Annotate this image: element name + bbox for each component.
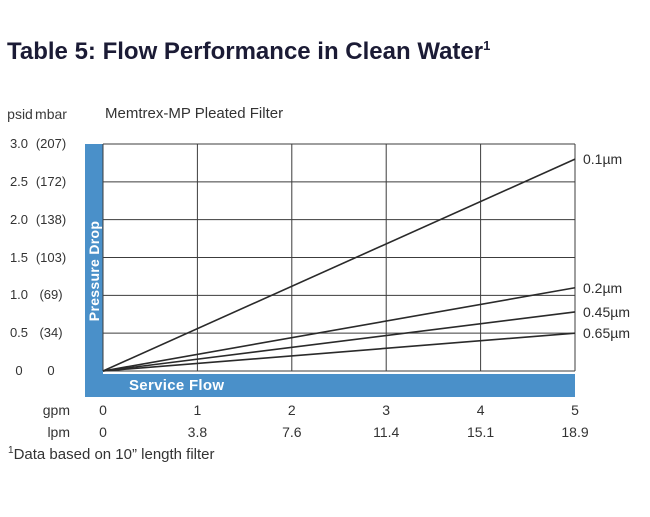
x-tick-lpm: 18.9 <box>561 424 589 440</box>
pressure-drop-axis-bar: Pressure Drop <box>85 144 103 397</box>
page-title: Table 5: Flow Performance in Clean Water… <box>7 38 490 66</box>
y-axis-unit-psid: psid <box>7 106 33 122</box>
chart-title: Memtrex-MP Pleated Filter <box>105 105 284 122</box>
x-axis-unit-gpm: gpm <box>42 402 70 418</box>
x-axis-unit-lpm: lpm <box>47 424 70 440</box>
page-title-superscript: 1 <box>483 38 491 53</box>
y-tick-psid: 0 <box>15 363 23 378</box>
y-tick-psid: 1.5 <box>9 249 29 265</box>
series-label: 0.65µm <box>583 325 630 342</box>
y-tick-mbar: (207) <box>35 136 67 151</box>
x-tick-gpm: 1 <box>193 402 202 418</box>
footnote-superscript: 1 <box>8 445 14 456</box>
series-label: 0.2µm <box>583 279 623 296</box>
service-flow-axis-bar: Service Flow <box>103 374 575 397</box>
footnote-text: Data based on 10” length filter <box>13 446 215 463</box>
y-tick-mbar: (34) <box>39 325 63 341</box>
x-tick-lpm: 7.6 <box>282 424 302 440</box>
x-tick-gpm: 4 <box>476 402 485 418</box>
x-tick-lpm: 0 <box>99 424 107 440</box>
series-label: 0.1µm <box>583 151 623 168</box>
y-tick-mbar: 0 <box>47 363 55 378</box>
y-tick-psid: 3.0 <box>9 136 29 151</box>
x-axis-title: Service Flow <box>129 377 225 394</box>
x-tick-gpm: 3 <box>382 402 391 418</box>
series-line <box>102 286 576 372</box>
series-label: 0.45µm <box>583 303 630 320</box>
y-tick-psid: 1.0 <box>9 287 29 303</box>
y-tick-psid: 2.0 <box>9 211 29 227</box>
page-title-text: Table 5: Flow Performance in Clean Water <box>7 38 484 65</box>
y-axis-title: Pressure Drop <box>86 220 103 321</box>
y-axis-unit-mbar: mbar <box>35 106 67 122</box>
series-line <box>102 311 576 372</box>
x-tick-lpm: 15.1 <box>466 424 495 440</box>
x-tick-gpm: 2 <box>287 402 296 418</box>
y-tick-mbar: (138) <box>35 211 67 227</box>
series-line <box>102 158 576 372</box>
x-tick-gpm: 0 <box>99 402 107 418</box>
series-line <box>102 332 576 372</box>
x-tick-lpm: 11.4 <box>373 424 400 440</box>
y-tick-psid: 0.5 <box>9 325 29 341</box>
y-tick-psid: 2.5 <box>9 173 29 189</box>
footnote: 1Data based on 10” length filter <box>8 445 215 464</box>
x-tick-gpm: 5 <box>571 402 579 418</box>
y-tick-mbar: (103) <box>35 249 67 265</box>
y-tick-mbar: (69) <box>39 287 63 303</box>
y-tick-mbar: (172) <box>35 173 67 189</box>
x-tick-lpm: 3.8 <box>187 424 208 440</box>
